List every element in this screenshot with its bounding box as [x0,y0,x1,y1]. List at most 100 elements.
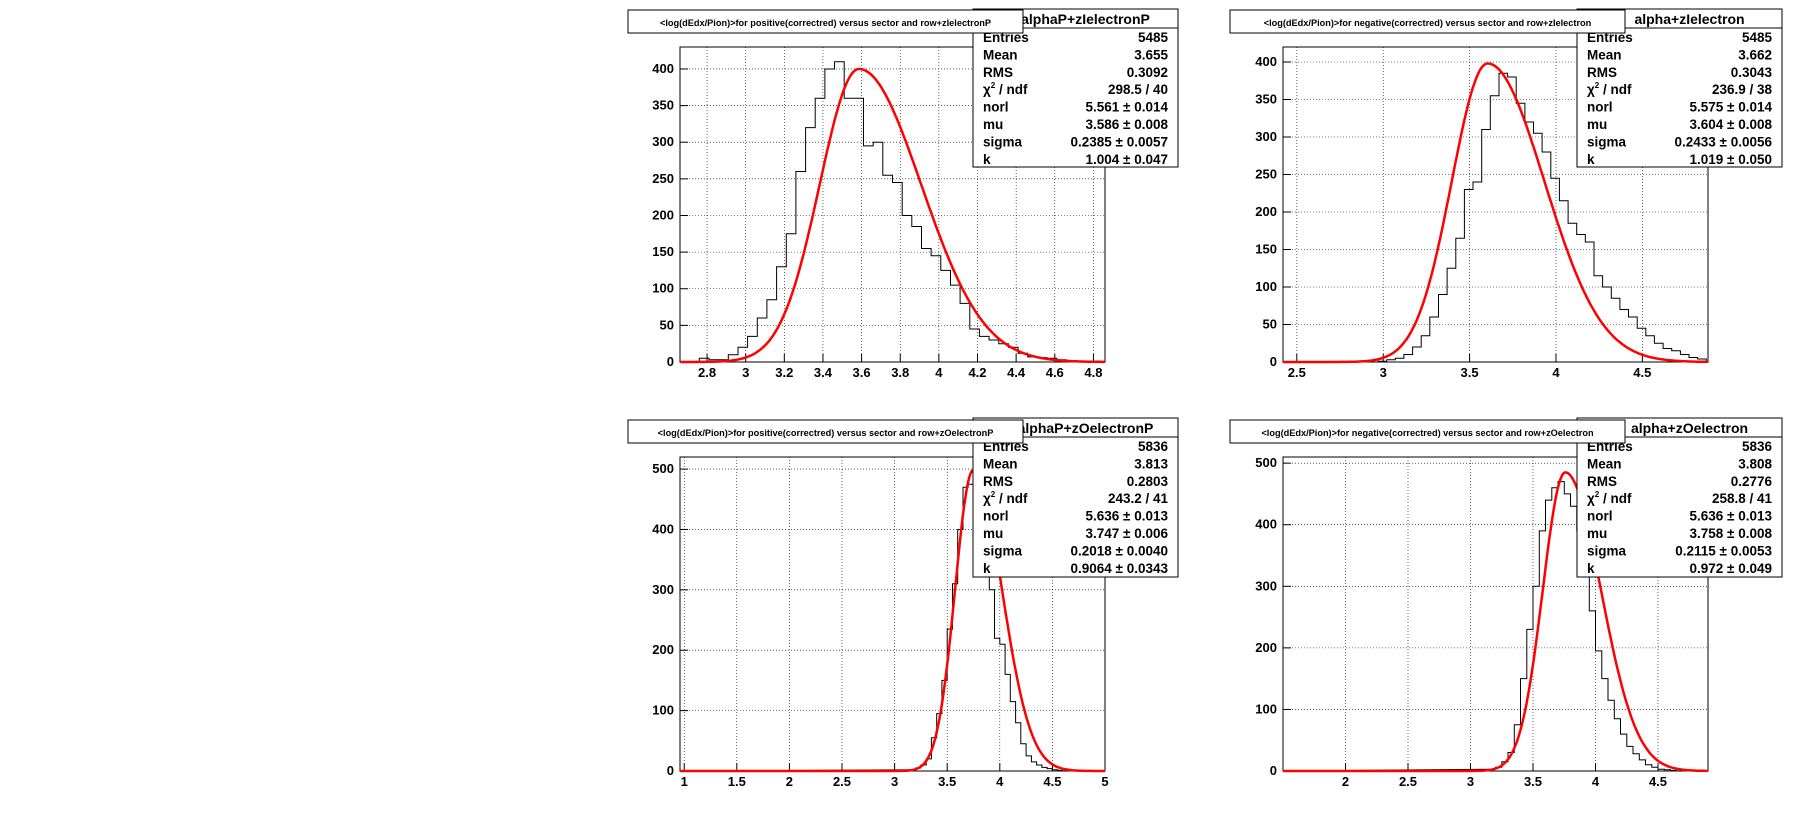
histogram-outline [1283,72,1708,363]
y-tick-label: 350 [652,98,674,113]
stats-value: 3.808 [1738,456,1772,471]
stats-box: alphaP+zIelectronP Entries 5485 Mean 3.655 RM… [972,8,1179,168]
x-tick-label: 2.5 [833,774,851,789]
x-tick-label: 4.4 [1007,365,1026,380]
stats-value: 3.662 [1738,47,1772,62]
stats-value: 0.2385 ± 0.0057 [1071,134,1169,149]
chart-title: <log(dEdx/Pion)>for negative(correctred)… [1264,18,1592,28]
y-tick-label: 100 [652,281,674,296]
stats-label: Mean [1587,456,1622,471]
stats-label: Mean [1587,47,1622,62]
y-tick-label: 300 [652,134,674,149]
stats-frame [972,417,1179,578]
y-tick-label: 0 [1270,354,1277,369]
x-tick-label: 4.5 [1633,365,1651,380]
stats-label: Mean [983,456,1018,471]
histogram-panel-1: 2.8 3 3.2 3.4 3.6 3.8 4 4.2 4.4 4.6 4.8 0 50 100 150 20… [627,8,1179,380]
x-tick-label: 4 [996,774,1004,789]
stats-header: alphaP+zOelectronP [1018,420,1154,436]
stats-label: norl [983,100,1009,115]
stats-label: k [1587,561,1595,576]
stats-frame [1576,8,1783,168]
histogram-panel-3: 1 1.5 2 2.5 3 3.5 4 4.5 5 0 100 200 300 400 500 alphaP+… [627,417,1179,789]
x-tick-label: 2.5 [1288,365,1306,380]
stats-value: 5.636 ± 0.013 [1690,509,1773,524]
chart-title: <log(dEdx/Pion)>for positive(correctred)… [660,18,991,28]
y-tick-label: 300 [1255,129,1277,144]
y-tick-label: 100 [1255,701,1277,716]
stats-label: sigma [983,134,1023,149]
stats-label: sigma [1587,134,1627,149]
x-tick-label: 3.5 [1524,774,1542,789]
stats-header: alpha+zIelectron [1634,11,1744,27]
x-tick-label: 4 [1552,365,1560,380]
stats-label: sigma [983,543,1023,558]
y-tick-label: 0 [667,763,674,778]
y-tick-label: 200 [652,207,674,222]
stats-value: 0.3043 [1731,65,1773,80]
y-tick-label: 250 [652,171,674,186]
stats-header: alphaP+zIelectronP [1021,11,1150,27]
y-tick-label: 500 [652,461,674,476]
stats-value: 0.2803 [1127,474,1169,489]
x-tick-label: 1 [681,774,688,789]
stats-value: 0.9064 ± 0.0343 [1071,561,1169,576]
stats-value: 0.3092 [1127,65,1168,80]
y-tick-label: 150 [1255,242,1277,257]
stats-label: RMS [983,65,1013,80]
stats-value: 0.2776 [1731,474,1773,489]
stats-value: 298.5 / 40 [1108,82,1168,97]
stats-value: 3.586 ± 0.008 [1086,117,1169,132]
stats-value: 5.636 ± 0.013 [1086,509,1169,524]
stats-label: mu [983,526,1003,541]
chart-title: <log(dEdx/Pion)>for negative(correctred)… [1261,428,1594,438]
y-tick-label: 500 [1255,455,1277,470]
title-frame [627,9,1024,34]
stats-label: RMS [983,474,1013,489]
y-tick-label: 250 [1255,167,1277,182]
x-tick-label: 5 [1101,774,1108,789]
stats-label: norl [1587,509,1613,524]
stats-value: 0.2115 ± 0.0053 [1675,543,1772,558]
x-tick-label: 4.5 [1649,774,1667,789]
x-tick-label: 4.6 [1046,365,1064,380]
x-tick-label: 3.8 [891,365,909,380]
x-tick-label: 4.2 [968,365,986,380]
x-tick-label: 2 [1342,774,1349,789]
x-tick-label: 3 [1467,774,1474,789]
chart-title-box: <log(dEdx/Pion)>for negative(correctred)… [1229,419,1626,444]
stats-label: k [983,561,991,576]
y-tick-label: 0 [1270,763,1277,778]
fit-curve [680,468,1105,773]
y-tick-label: 400 [1255,54,1277,69]
y-tick-label: 300 [1255,578,1277,593]
stats-value: 5836 [1138,439,1169,454]
stats-label: mu [1587,117,1607,132]
stats-label: χ2 / ndf [1587,490,1632,506]
stats-value: 0.972 ± 0.049 [1690,561,1772,576]
stats-label: χ2 / ndf [983,81,1028,97]
stats-value: 1.019 ± 0.050 [1690,152,1772,167]
stats-value: 3.813 [1134,456,1168,471]
y-tick-label: 350 [1255,92,1277,107]
x-tick-label: 3.6 [853,365,871,380]
stats-frame [1576,417,1783,578]
x-tick-label: 3.4 [814,365,833,380]
x-tick-label: 2 [786,774,793,789]
y-tick-label: 300 [652,582,674,597]
y-tick-label: 200 [1255,640,1277,655]
y-tick-label: 50 [1263,317,1277,332]
x-tick-label: 3 [1380,365,1387,380]
stats-value: 3.604 ± 0.008 [1690,117,1773,132]
y-tick-label: 150 [652,244,674,259]
stats-value: 5485 [1742,30,1773,45]
y-tick-label: 100 [652,703,674,718]
stats-label: χ2 / ndf [983,490,1028,506]
chart-title-box: <log(dEdx/Pion)>for positive(correctred)… [627,419,1024,444]
x-tick-label: 1.5 [728,774,746,789]
x-tick-label: 4.5 [1043,774,1061,789]
stats-value: 0.2018 ± 0.0040 [1071,543,1169,558]
